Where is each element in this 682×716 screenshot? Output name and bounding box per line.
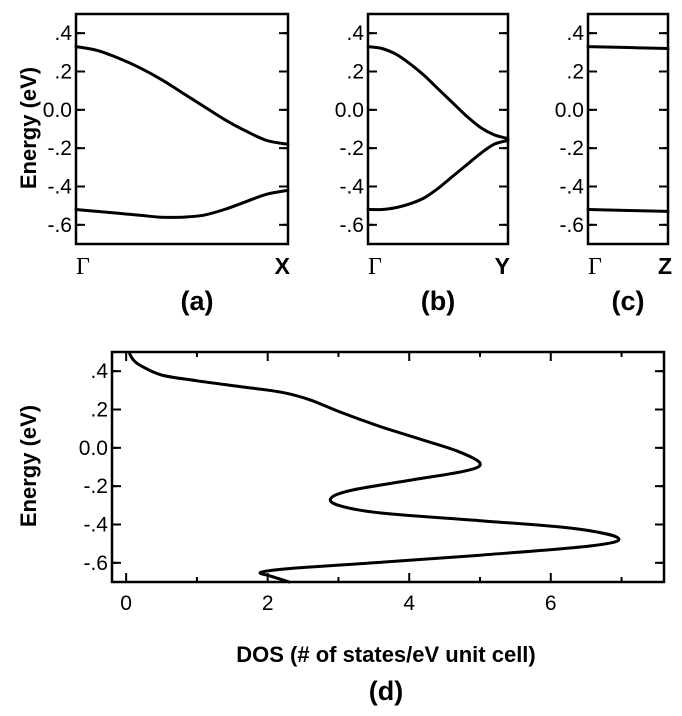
- panel-d-ytick-label: -.6: [83, 552, 108, 575]
- panel-d-frame: [110, 350, 666, 584]
- panel-c-frame: [586, 12, 670, 246]
- panel-a-frame: [74, 12, 290, 246]
- panel-b-ytick-label: .2: [346, 61, 364, 84]
- panel-c-x-end: Z: [658, 253, 672, 279]
- panel-c-ytick-label: .2: [566, 61, 584, 84]
- panel-b-ytick-label: -.6: [339, 214, 364, 237]
- panel-c-ytick-label: -.6: [559, 214, 584, 237]
- panel-d-xtick-label: 4: [403, 592, 415, 615]
- panel-b-lower-band: [366, 139, 510, 212]
- panel-a-ytick-label: -.4: [47, 176, 72, 199]
- panel-a-label: (a): [181, 286, 214, 316]
- panel-c-ytick-label: .4: [566, 22, 584, 45]
- panel-c-ytick-label: -.2: [559, 137, 584, 160]
- panel-d: Energy (eV) .4 .2 0.0 -.2 -.4 -.6 0 2 4 6 DOS (# …: [16, 350, 666, 706]
- panel-a-upper-band: [74, 45, 290, 146]
- panel-d-ytick-label: .4: [90, 360, 108, 383]
- panel-b-x-end: Y: [495, 253, 510, 279]
- panel-a-ytick-label: 0.0: [43, 99, 72, 122]
- panel-b-ytick-label: 0.0: [335, 99, 364, 122]
- panel-a-x-start: Γ: [76, 254, 90, 280]
- panel-a-ytick-label: -.2: [47, 137, 72, 160]
- panel-c-upper-band: [586, 45, 670, 50]
- panel-b-label: (b): [421, 286, 455, 316]
- panel-c: .4 .2 0.0 -.2 -.4 -.6 Γ Z (c): [555, 12, 672, 316]
- panel-c-lower-band: [586, 208, 670, 213]
- panel-a-ytick-label: -.6: [47, 214, 72, 237]
- panel-d-ytick-label: 0.0: [79, 437, 108, 460]
- panel-a-lower-band: [74, 188, 290, 219]
- panel-d-ytick-label: .2: [90, 399, 108, 422]
- panel-a-ytick-label: .4: [54, 22, 72, 45]
- panel-b-ytick-label: -.4: [339, 176, 364, 199]
- panel-b-frame: [366, 12, 510, 246]
- panel-d-xlabel: DOS (# of states/eV unit cell): [236, 642, 536, 667]
- panel-c-ytick-label: -.4: [559, 176, 584, 199]
- panel-b-x-start: Γ: [368, 254, 382, 280]
- panel-d-ytick-label: -.4: [83, 514, 108, 537]
- panel-a: Energy (eV) .4 .2 0.0 -.2 -.4 -.6 Γ X (a): [16, 12, 291, 316]
- panel-d-xtick-label: 6: [545, 592, 557, 615]
- panel-d-ylabel: Energy (eV): [16, 405, 41, 527]
- panel-b-ytick-label: .4: [346, 22, 364, 45]
- panel-d-ytick-label: -.2: [83, 475, 108, 498]
- panel-b-ytick-label: -.2: [339, 137, 364, 160]
- panel-a-ytick-label: .2: [54, 61, 72, 84]
- panel-c-ytick-label: 0.0: [555, 99, 584, 122]
- panel-c-label: (c): [612, 286, 645, 316]
- panel-c-x-start: Γ: [588, 254, 602, 280]
- panel-d-dos-curve: [128, 352, 621, 584]
- panel-d-label: (d): [369, 676, 403, 706]
- panel-a-ylabel: Energy (eV): [16, 67, 41, 189]
- panel-a-x-end: X: [275, 253, 291, 279]
- panel-b-upper-band: [366, 45, 510, 141]
- panel-b: .4 .2 0.0 -.2 -.4 -.6 Γ Y (b): [335, 12, 510, 316]
- panel-d-xtick-label: 0: [120, 592, 132, 615]
- panel-d-xtick-label: 2: [262, 592, 274, 615]
